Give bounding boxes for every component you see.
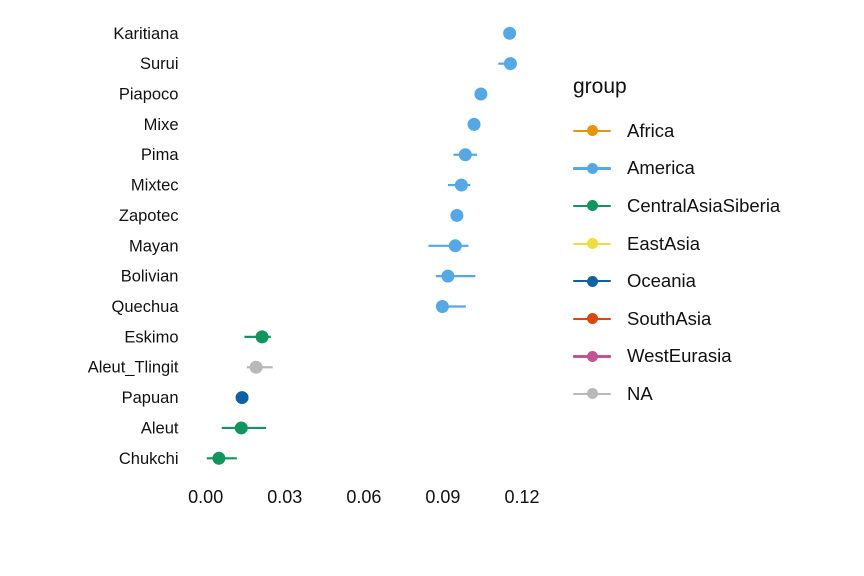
legend: group Africa America CentralAsiaSiberia Eas… bbox=[573, 74, 780, 413]
legend-item-SouthAsia: SouthAsia bbox=[573, 300, 780, 338]
y-axis-label: Mayan bbox=[129, 237, 179, 255]
y-axis-label: Pima bbox=[141, 146, 179, 164]
x-axis-tick-label: 0.12 bbox=[504, 487, 539, 507]
y-axis-label: Aleut bbox=[141, 419, 179, 437]
y-axis-label: Aleut_Tlingit bbox=[88, 359, 179, 377]
y-axis-label: Eskimo bbox=[124, 328, 178, 346]
row-Mixe: Mixe bbox=[144, 116, 481, 134]
y-axis-label: Mixe bbox=[144, 116, 179, 134]
legend-item-WestEurasia: WestEurasia bbox=[573, 338, 780, 376]
legend-item-label: America bbox=[627, 157, 695, 179]
row-Quechua: Quechua bbox=[112, 298, 466, 316]
legend-item-label: WestEurasia bbox=[627, 345, 732, 367]
legend-item-Africa: Africa bbox=[573, 112, 780, 150]
data-point bbox=[450, 208, 464, 222]
row-Zapotec: Zapotec bbox=[119, 207, 464, 225]
row-Mayan: Mayan bbox=[129, 237, 469, 255]
y-axis-label: Papuan bbox=[122, 389, 179, 407]
legend-item-label: Africa bbox=[627, 119, 675, 141]
legend-item-label: NA bbox=[627, 382, 653, 404]
row-Karitiana: Karitiana bbox=[113, 25, 517, 43]
legend-key-icon bbox=[573, 312, 611, 326]
x-axis-tick-label: 0.00 bbox=[188, 487, 223, 507]
row-Aleut: Aleut bbox=[141, 419, 267, 437]
data-point bbox=[467, 117, 481, 131]
row-Papuan: Papuan bbox=[122, 389, 249, 407]
legend-key-icon bbox=[573, 349, 611, 363]
y-axis-label: Karitiana bbox=[113, 25, 179, 43]
legend-key-icon bbox=[573, 124, 611, 138]
row-Piapoco: Piapoco bbox=[119, 86, 488, 104]
data-point bbox=[255, 330, 269, 344]
data-point bbox=[458, 148, 472, 162]
data-point bbox=[441, 269, 455, 283]
legend-key-icon bbox=[573, 237, 611, 251]
data-point bbox=[448, 239, 462, 253]
data-point bbox=[503, 57, 517, 71]
data-point bbox=[212, 451, 226, 465]
legend-item-America: America bbox=[573, 150, 780, 188]
y-axis-label: Quechua bbox=[112, 298, 180, 316]
x-axis-tick-label: 0.09 bbox=[425, 487, 460, 507]
legend-item-label: SouthAsia bbox=[627, 307, 712, 329]
data-point bbox=[235, 391, 249, 405]
data-point bbox=[249, 360, 263, 374]
y-axis-label: Chukchi bbox=[119, 450, 179, 468]
row-Eskimo: Eskimo bbox=[124, 328, 271, 346]
y-axis-label: Piapoco bbox=[119, 86, 179, 104]
legend-items: Africa America CentralAsiaSiberia EastAsia O… bbox=[573, 112, 780, 413]
x-axis-tick-label: 0.03 bbox=[267, 487, 302, 507]
legend-key-icon bbox=[573, 274, 611, 288]
row-Bolivian: Bolivian bbox=[121, 268, 476, 286]
legend-item-NA: NA bbox=[573, 375, 780, 413]
legend-item-label: CentralAsiaSiberia bbox=[627, 194, 781, 216]
y-axis-label: Surui bbox=[140, 55, 179, 73]
y-axis-label: Bolivian bbox=[121, 268, 179, 286]
legend-item-CentralAsiaSiberia: CentralAsiaSiberia bbox=[573, 187, 780, 225]
data-point bbox=[234, 421, 248, 435]
y-axis-label: Zapotec bbox=[119, 207, 179, 225]
legend-item-label: Oceania bbox=[627, 270, 696, 292]
data-point bbox=[454, 178, 468, 192]
x-axis-tick-label: 0.06 bbox=[346, 487, 381, 507]
legend-item-label: EastAsia bbox=[627, 232, 701, 254]
legend-key-icon bbox=[573, 161, 611, 175]
y-axis-label: Mixtec bbox=[131, 177, 179, 195]
legend-key-icon bbox=[573, 387, 611, 401]
row-Mixtec: Mixtec bbox=[131, 177, 471, 195]
data-point bbox=[474, 87, 488, 101]
row-Chukchi: Chukchi bbox=[119, 450, 237, 468]
row-Aleut_Tlingit: Aleut_Tlingit bbox=[88, 359, 273, 377]
row-Pima: Pima bbox=[141, 146, 477, 164]
data-point bbox=[435, 300, 449, 314]
legend-item-Oceania: Oceania bbox=[573, 262, 780, 300]
row-Surui: Surui bbox=[140, 55, 517, 73]
data-point bbox=[503, 26, 517, 40]
legend-key-icon bbox=[573, 199, 611, 213]
legend-title: group bbox=[573, 75, 627, 98]
legend-item-EastAsia: EastAsia bbox=[573, 225, 780, 263]
